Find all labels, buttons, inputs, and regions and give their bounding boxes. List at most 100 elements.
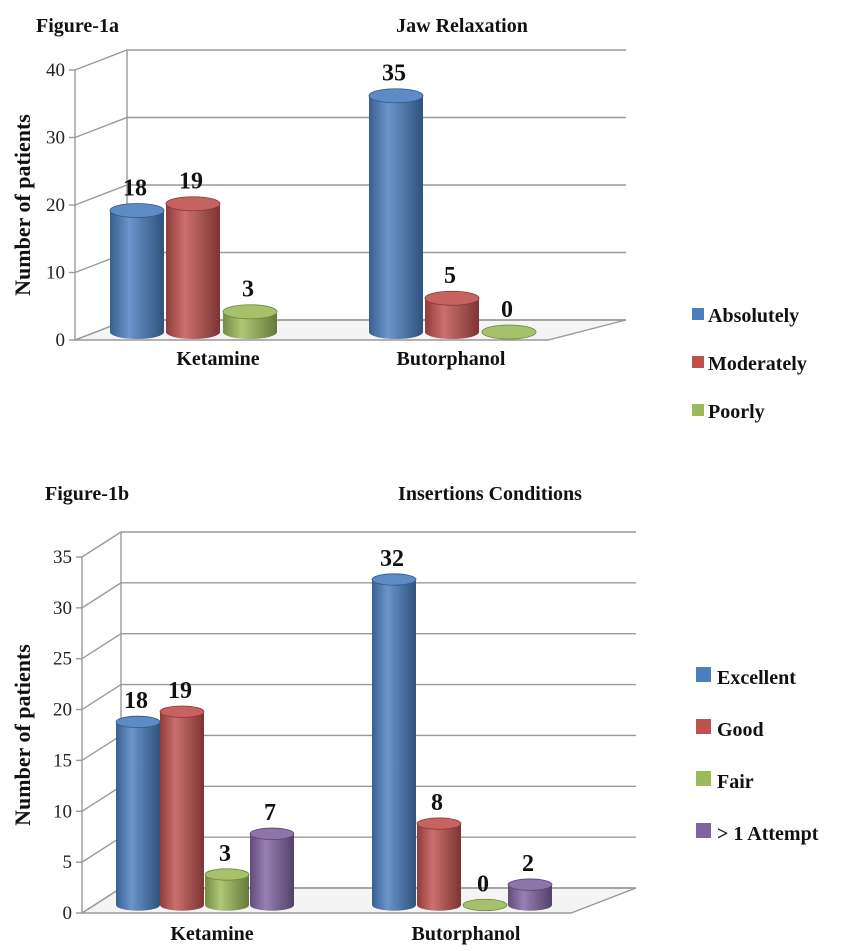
- gridline: [81, 633, 636, 660]
- legend-label: Poorly: [708, 401, 765, 423]
- gridline: [74, 116, 626, 139]
- figure-label: Figure-1a: [36, 15, 119, 37]
- legend: Absolutely Moderately Poorly: [692, 305, 807, 423]
- legend-label: > 1 Attempt: [717, 823, 819, 845]
- bar-top: [159, 705, 205, 718]
- bar-body: [110, 210, 164, 340]
- bar: [159, 705, 205, 911]
- data-label: 3: [242, 277, 254, 303]
- figure-label: Figure-1b: [45, 483, 129, 505]
- y-tick-label: 5: [63, 852, 73, 873]
- y-axis-label: Number of patients: [10, 644, 35, 826]
- bar-body: [116, 721, 160, 911]
- x-category-label: Ketamine: [176, 348, 259, 370]
- data-label: 7: [264, 800, 276, 826]
- data-label: 5: [444, 263, 456, 289]
- y-axis-label: Number of patients: [10, 114, 35, 296]
- bar-top: [222, 304, 278, 320]
- bar-top: [462, 898, 508, 912]
- gridline: [81, 582, 636, 609]
- legend-swatch: [696, 719, 711, 734]
- y-tick-label: 30: [53, 598, 72, 619]
- bar-top: [481, 324, 537, 340]
- gridline: [81, 531, 636, 558]
- bar-body: [369, 95, 423, 340]
- chart-1b: Figure-1b Insertions Conditions0510152025…: [10, 483, 819, 945]
- data-label: 32: [380, 546, 404, 572]
- bar: [165, 196, 221, 340]
- bar: [416, 817, 462, 911]
- y-tick-label: 15: [53, 750, 72, 771]
- bar: [109, 203, 165, 340]
- data-label: 8: [431, 790, 443, 816]
- bar: [204, 868, 250, 911]
- bar-body: [372, 579, 416, 911]
- y-tick-label: 0: [63, 903, 73, 924]
- data-label: 18: [124, 688, 148, 714]
- data-label: 0: [477, 871, 489, 897]
- bar-body: [166, 203, 220, 340]
- data-label: 2: [522, 851, 534, 877]
- bar-top: [368, 88, 424, 104]
- bar-body: [223, 311, 277, 340]
- y-tick-label: 20: [46, 195, 65, 216]
- gridline: [74, 49, 626, 71]
- bar-top: [109, 203, 165, 218]
- legend-label: Fair: [717, 771, 754, 793]
- legend-swatch: [692, 356, 704, 368]
- gridline: [81, 683, 636, 711]
- data-label: 19: [179, 169, 203, 195]
- legend-label: Moderately: [708, 353, 807, 375]
- bar-body: [425, 298, 479, 340]
- bar-top: [424, 290, 480, 306]
- y-tick-label: 10: [53, 801, 72, 822]
- legend: Excellent Good Fair > 1 Attempt: [696, 667, 819, 845]
- chart-title: Jaw Relaxation: [396, 15, 528, 37]
- bar: [249, 827, 295, 911]
- x-category-label: Ketamine: [170, 923, 253, 945]
- bar-body: [205, 874, 249, 911]
- y-tick-label: 40: [46, 60, 65, 81]
- legend-label: Excellent: [717, 667, 796, 689]
- y-tick-label: 0: [56, 330, 66, 351]
- bar-top: [371, 573, 417, 586]
- chart-title: Insertions Conditions: [398, 483, 582, 505]
- x-category-label: Butorphanol: [397, 348, 506, 370]
- bar: [115, 715, 161, 911]
- y-tick-label: 30: [46, 128, 65, 149]
- bar-top: [115, 715, 161, 729]
- bar: [424, 290, 480, 340]
- legend-label: Good: [717, 719, 764, 741]
- bar-top: [416, 817, 462, 830]
- bar-body: [417, 823, 461, 911]
- bar: [222, 304, 278, 340]
- bar-top: [249, 827, 295, 840]
- legend-swatch: [692, 308, 704, 320]
- y-tick-label: 35: [53, 547, 72, 568]
- gridline: [74, 184, 626, 206]
- bar-top: [204, 868, 250, 881]
- bar-body: [160, 711, 204, 911]
- data-label: 18: [123, 175, 147, 201]
- data-label: 35: [382, 61, 406, 87]
- legend-swatch: [696, 771, 711, 786]
- data-label: 0: [501, 297, 513, 323]
- bar: [507, 878, 553, 911]
- bar-top: [507, 878, 553, 891]
- bar: [371, 573, 417, 911]
- legend-label: Absolutely: [708, 305, 799, 327]
- bar-body: [250, 833, 294, 911]
- bar: [368, 88, 424, 340]
- bar-top: [165, 196, 221, 212]
- legend-swatch: [692, 404, 704, 416]
- y-tick-label: 25: [53, 649, 72, 670]
- legend-swatch: [696, 667, 711, 682]
- bar: [462, 898, 508, 912]
- y-tick-label: 20: [53, 700, 72, 721]
- legend-swatch: [696, 823, 711, 838]
- bar: [481, 324, 537, 340]
- data-label: 19: [168, 678, 192, 704]
- data-label: 3: [219, 841, 231, 867]
